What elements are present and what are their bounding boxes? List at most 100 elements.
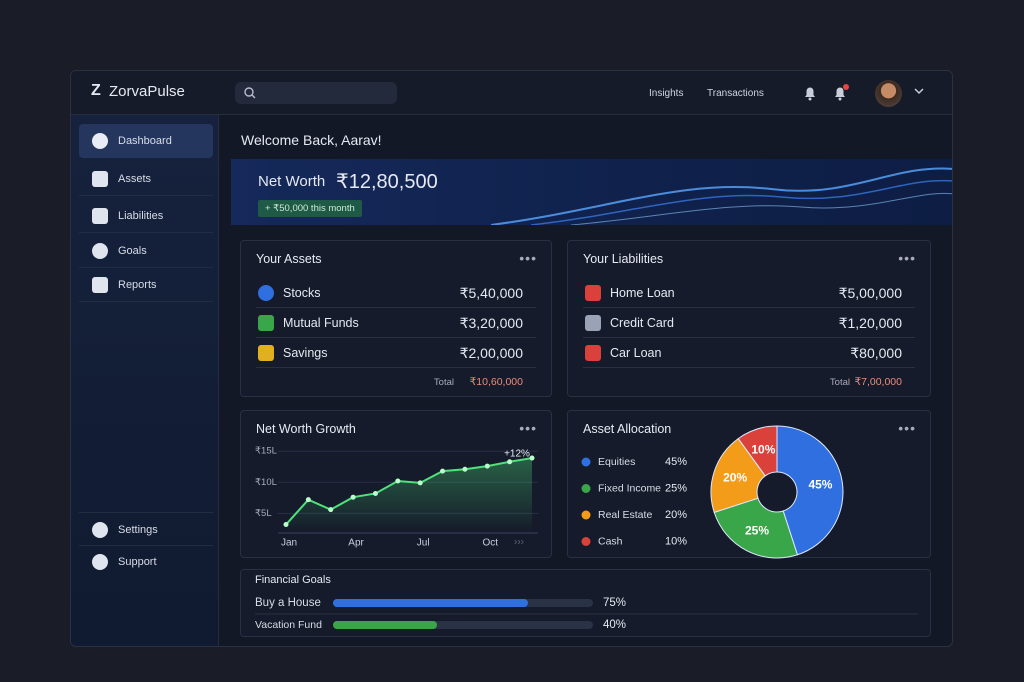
goal-bar bbox=[333, 621, 437, 629]
x-tick-label: Jul bbox=[417, 538, 430, 549]
growth-card: Net Worth Growth ••• ₹5L ₹10L ₹15L Jan Apr Jul… bbox=[240, 410, 552, 558]
nav-link[interactable]: Insights bbox=[649, 88, 684, 99]
nav-label: Assets bbox=[118, 173, 152, 185]
row-icon bbox=[585, 285, 601, 301]
row-icon bbox=[258, 315, 274, 331]
legend-dot bbox=[581, 510, 591, 520]
wave-decoration bbox=[490, 167, 952, 225]
total-label: Total bbox=[829, 377, 850, 388]
row-name: Stocks bbox=[283, 286, 321, 300]
point bbox=[395, 478, 401, 484]
row-amount: ₹5,40,000 bbox=[459, 285, 523, 301]
nav-item[interactable]: Settings bbox=[79, 512, 213, 546]
net-worth-label: Net Worth bbox=[258, 173, 326, 190]
slice-label: 25% bbox=[745, 523, 769, 537]
card-title: Your Assets bbox=[256, 252, 322, 266]
goal-name: Vacation Fund bbox=[255, 619, 322, 631]
legend-dot bbox=[581, 457, 591, 467]
legend-label: Real Estate bbox=[598, 509, 652, 521]
y-tick-label: ₹10L bbox=[255, 477, 277, 488]
legend-label: Cash bbox=[598, 535, 623, 547]
donut-slice bbox=[710, 437, 766, 514]
row-amount: ₹5,00,000 bbox=[838, 285, 902, 301]
search-box[interactable] bbox=[235, 82, 397, 104]
row-icon bbox=[258, 285, 274, 301]
nav-label: Goals bbox=[118, 245, 147, 257]
row-amount: ₹80,000 bbox=[850, 345, 902, 361]
nav-item-active[interactable]: Dashboard bbox=[79, 124, 213, 158]
point bbox=[529, 455, 535, 461]
point bbox=[372, 490, 378, 496]
nav-item[interactable]: Assets bbox=[79, 162, 213, 196]
list-row: Stocks ₹5,40,000 bbox=[256, 278, 536, 308]
net-worth-banner: Net Worth ₹12,80,500 + ₹50,000 this mont… bbox=[231, 159, 952, 225]
legend-value: 25% bbox=[665, 482, 687, 494]
nav-item[interactable]: Reports bbox=[79, 268, 213, 302]
nav-link[interactable]: Transactions bbox=[707, 88, 764, 99]
app-window: Z ZorvaPulse Insights Transactions Dashb… bbox=[70, 70, 953, 647]
x-tick-label: Jan bbox=[281, 538, 297, 549]
nav-label: Settings bbox=[118, 524, 158, 536]
top-bar: Z ZorvaPulse Insights Transactions bbox=[71, 71, 952, 115]
legend-value: 20% bbox=[665, 509, 687, 521]
net-worth-value: ₹12,80,500 bbox=[336, 171, 438, 193]
goal-bar bbox=[333, 599, 528, 607]
logo-mark: Z bbox=[91, 82, 101, 99]
assets-card: Your Assets ••• Stocks ₹5,40,000 Mutual Fun… bbox=[240, 240, 552, 397]
legend-label: Equities bbox=[598, 456, 635, 468]
slice-label: 45% bbox=[808, 477, 832, 491]
chevron[interactable] bbox=[914, 88, 924, 96]
row-amount: ₹2,00,000 bbox=[459, 345, 523, 361]
row-name: Savings bbox=[283, 346, 328, 360]
allocation-card: Asset Allocation ••• 45% Equities 45% 25% Fix… bbox=[567, 410, 931, 559]
legend-value: 10% bbox=[665, 535, 687, 547]
point bbox=[507, 459, 513, 465]
change-pill: + ₹50,000 this month bbox=[258, 200, 362, 217]
donut-slice bbox=[737, 425, 778, 477]
menu-dots[interactable]: ••• bbox=[519, 250, 537, 266]
avatar[interactable] bbox=[875, 80, 902, 107]
point bbox=[417, 480, 423, 486]
card-title: Financial Goals bbox=[255, 574, 331, 586]
bell-icon[interactable] bbox=[801, 84, 819, 102]
menu-dots[interactable]: ••• bbox=[519, 420, 537, 436]
card-title: Asset Allocation bbox=[583, 422, 672, 436]
list-row: Credit Card ₹1,20,000 bbox=[583, 308, 915, 338]
row-icon bbox=[258, 345, 274, 361]
nav-item[interactable]: Liabilities bbox=[79, 199, 213, 233]
menu-dots[interactable]: ••• bbox=[898, 420, 916, 436]
row-amount: ₹3,20,000 bbox=[459, 315, 523, 331]
row-name: Car Loan bbox=[610, 346, 662, 360]
list-row: Car Loan ₹80,000 bbox=[583, 338, 915, 368]
brand: ZorvaPulse bbox=[109, 83, 185, 100]
list-row: Home Loan ₹5,00,000 bbox=[583, 278, 915, 308]
nav-label: Dashboard bbox=[118, 135, 172, 147]
allocation-chart: 45% Equities 45% 25% Fixed Income 25% 20% Real … bbox=[581, 425, 844, 559]
scroll-hint: ››› bbox=[514, 537, 524, 548]
x-tick-label: Oct bbox=[482, 538, 498, 549]
legend-value: 45% bbox=[665, 456, 687, 468]
nav-item[interactable]: Support bbox=[79, 545, 213, 579]
total-value: ₹10,60,000 bbox=[469, 376, 523, 388]
goal-value: 75% bbox=[603, 597, 626, 609]
total-label: Total bbox=[433, 377, 454, 388]
point bbox=[328, 507, 334, 513]
list-row: Mutual Funds ₹3,20,000 bbox=[256, 308, 536, 338]
row-name: Home Loan bbox=[610, 286, 675, 300]
y-tick-label: ₹5L bbox=[255, 508, 272, 519]
legend-label: Fixed Income bbox=[598, 482, 661, 494]
nav-item[interactable]: Goals bbox=[79, 234, 213, 268]
list-row: Savings ₹2,00,000 bbox=[256, 338, 536, 368]
notification-icon[interactable] bbox=[831, 84, 851, 102]
row-icon bbox=[585, 345, 601, 361]
menu-dots[interactable]: ••• bbox=[898, 250, 916, 266]
total-value: ₹7,00,000 bbox=[854, 376, 902, 388]
goal-name: Buy a House bbox=[255, 597, 321, 609]
point bbox=[440, 468, 446, 474]
slice-label: 10% bbox=[751, 442, 775, 456]
liabilities-card: Your Liabilities ••• Home Loan ₹5,00,000 Cr… bbox=[567, 240, 931, 397]
goals-chart: Buy a House 75% Vacation Fund 40% bbox=[255, 597, 918, 631]
goal-value: 40% bbox=[603, 619, 626, 631]
point bbox=[462, 466, 468, 472]
